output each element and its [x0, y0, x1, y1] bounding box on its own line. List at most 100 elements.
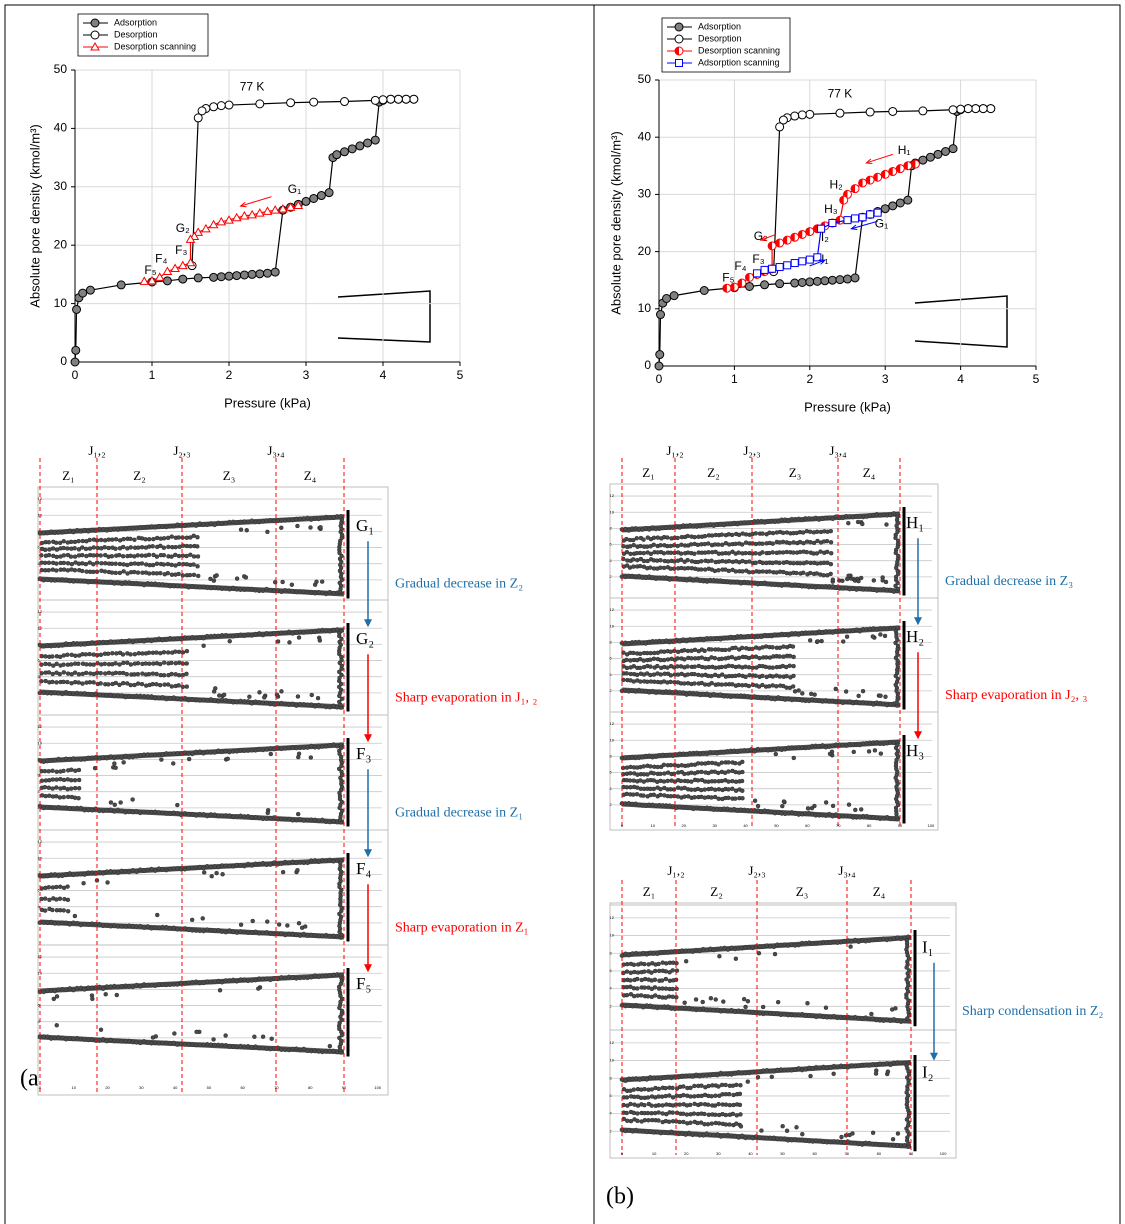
- molecule: [635, 558, 639, 562]
- y-axis-label: Absolute pore density (kmol/m³): [608, 131, 623, 315]
- molecule: [188, 544, 192, 548]
- x-tick-label: 3: [303, 368, 310, 382]
- snapshot-x-tick-label: 40: [748, 1151, 753, 1156]
- annotation: G₁: [288, 182, 301, 196]
- molecule: [707, 1084, 711, 1088]
- molecule: [235, 749, 239, 753]
- molecule: [696, 761, 700, 765]
- molecule: [194, 866, 198, 870]
- molecule: [92, 680, 96, 684]
- x-tick-label: 5: [1033, 372, 1040, 386]
- molecule: [161, 582, 165, 586]
- molecule: [279, 689, 283, 693]
- molecule: [73, 671, 77, 675]
- molecule: [324, 628, 328, 632]
- molecule: [161, 867, 165, 871]
- molecule: [76, 662, 80, 666]
- molecule: [669, 680, 673, 684]
- molecule: [648, 566, 652, 570]
- marker: [836, 276, 844, 284]
- molecule: [720, 657, 724, 661]
- transition-label: Gradual decrease in Z₁: [395, 805, 523, 820]
- zone-label: Z₁: [62, 468, 74, 483]
- molecule: [662, 780, 666, 784]
- molecule: [116, 808, 120, 812]
- molecule: [639, 1096, 643, 1100]
- molecule: [716, 1085, 720, 1089]
- molecule: [192, 573, 196, 577]
- molecule: [245, 528, 249, 532]
- molecule: [44, 679, 48, 683]
- snapshot-x-tick-label: 20: [682, 823, 687, 828]
- x-tick-label: 3: [882, 372, 889, 386]
- molecule: [77, 672, 81, 676]
- molecule: [64, 806, 68, 810]
- marker: [356, 142, 364, 150]
- molecule: [632, 1088, 636, 1092]
- molecule: [185, 554, 189, 558]
- molecule: [190, 918, 194, 922]
- x-tick-label: 4: [957, 372, 964, 386]
- molecule: [635, 977, 639, 981]
- molecule: [43, 909, 47, 913]
- molecule: [642, 962, 646, 966]
- molecule: [103, 662, 107, 666]
- molecule: [55, 994, 59, 998]
- molecule: [239, 863, 243, 867]
- molecule: [73, 555, 77, 559]
- molecule: [723, 648, 727, 652]
- molecule: [136, 661, 140, 665]
- molecule: [700, 656, 704, 660]
- molecule: [675, 961, 679, 965]
- molecule: [638, 652, 642, 656]
- y-tick-label: 40: [54, 121, 68, 135]
- molecule: [131, 695, 135, 699]
- molecule: [733, 761, 737, 765]
- molecule: [860, 522, 864, 526]
- molecule: [257, 690, 261, 694]
- molecule: [135, 1040, 139, 1044]
- molecule: [808, 540, 812, 544]
- chart-arrow: [866, 154, 892, 163]
- snapshot-y-tick-label: 12: [610, 915, 615, 920]
- molecule: [895, 815, 899, 819]
- molecule: [188, 553, 192, 557]
- molecule: [155, 536, 159, 540]
- molecule: [317, 819, 321, 823]
- molecule: [192, 554, 196, 558]
- marker: [256, 270, 264, 278]
- marker: [926, 153, 934, 161]
- snapshot-x-tick-label: 20: [105, 1085, 110, 1090]
- molecule: [810, 806, 814, 810]
- molecule: [51, 568, 55, 572]
- molecule: [744, 551, 748, 555]
- molecule: [227, 750, 231, 754]
- molecule: [724, 1103, 728, 1107]
- marker: [256, 100, 264, 108]
- molecule: [761, 561, 765, 565]
- molecule: [164, 697, 168, 701]
- molecule: [738, 1112, 742, 1116]
- molecule: [105, 923, 109, 927]
- molecule: [155, 555, 159, 559]
- molecule: [135, 870, 139, 874]
- molecule: [883, 695, 887, 699]
- legend-label: Adsorption: [114, 17, 157, 27]
- molecule: [727, 569, 731, 573]
- marker: [806, 256, 813, 263]
- molecule: [320, 934, 324, 938]
- molecule: [114, 537, 118, 541]
- molecule: [661, 1103, 665, 1107]
- molecule: [133, 561, 137, 565]
- frame-label: I₁: [922, 938, 934, 957]
- molecule: [79, 923, 83, 927]
- molecule: [340, 933, 344, 937]
- marker: [394, 95, 402, 103]
- junction-label: J₁,₂: [88, 443, 105, 458]
- molecule: [121, 661, 125, 665]
- molecule: [103, 569, 107, 573]
- molecule: [678, 1120, 682, 1124]
- molecule: [861, 689, 865, 693]
- molecule: [159, 758, 163, 762]
- molecule: [744, 675, 748, 679]
